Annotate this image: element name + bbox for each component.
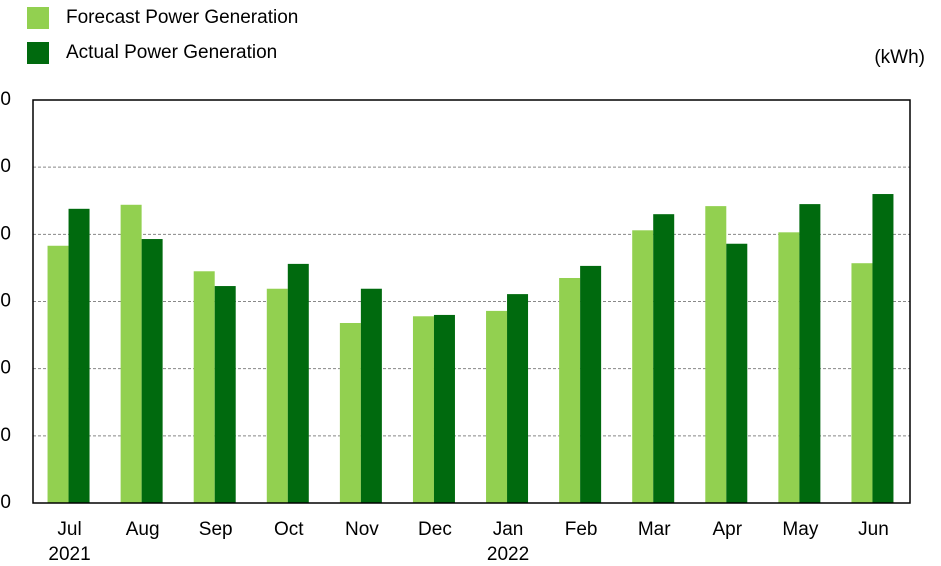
unit-label: (kWh) bbox=[874, 47, 925, 68]
bar bbox=[287, 263, 309, 503]
bar bbox=[799, 204, 821, 503]
bar bbox=[433, 314, 455, 503]
x-tick-label: Oct bbox=[274, 519, 304, 540]
legend-label: Actual Power Generation bbox=[66, 42, 277, 63]
x-tick-label: May bbox=[782, 519, 818, 540]
x-tick-label: Jun bbox=[858, 519, 889, 540]
bar bbox=[872, 194, 894, 504]
x-tick-label: Jan bbox=[493, 519, 524, 540]
bar bbox=[266, 288, 288, 503]
legend-swatch bbox=[27, 42, 49, 64]
x-tick-label: Feb bbox=[565, 519, 598, 540]
bar bbox=[214, 286, 236, 503]
x-tick-label: Apr bbox=[713, 519, 743, 540]
bar bbox=[412, 316, 434, 503]
y-tick-label: 100 bbox=[0, 425, 11, 446]
x-tick-label: Sep bbox=[199, 519, 233, 540]
y-tick-label: 500 bbox=[0, 156, 11, 177]
x-tick-label: Aug bbox=[126, 519, 160, 540]
y-tick-label: 400 bbox=[0, 223, 11, 244]
bar bbox=[68, 208, 90, 503]
y-tick-label: 200 bbox=[0, 358, 11, 379]
bar bbox=[632, 230, 654, 503]
plot-frame bbox=[32, 99, 911, 504]
y-tick-label: 600 bbox=[0, 89, 11, 110]
bar bbox=[653, 214, 675, 503]
y-tick-label: 0 bbox=[0, 492, 11, 513]
x-tick-label: Nov bbox=[345, 519, 379, 540]
bar bbox=[360, 288, 382, 503]
bar bbox=[486, 310, 508, 503]
bar bbox=[339, 322, 361, 503]
bar bbox=[851, 263, 873, 503]
bar bbox=[726, 243, 748, 503]
x-tick-label: Jul bbox=[57, 519, 81, 540]
legend-label: Forecast Power Generation bbox=[66, 7, 298, 28]
year-label: 2022 bbox=[487, 544, 529, 565]
bar bbox=[141, 239, 163, 503]
bar bbox=[559, 277, 581, 503]
bar bbox=[193, 271, 215, 503]
bar bbox=[47, 245, 69, 504]
x-tick-label: Dec bbox=[418, 519, 452, 540]
year-label: 2021 bbox=[48, 544, 90, 565]
bar bbox=[580, 265, 602, 503]
bar bbox=[705, 206, 727, 503]
y-tick-label: 300 bbox=[0, 291, 11, 312]
bar bbox=[778, 232, 800, 503]
bar bbox=[120, 204, 142, 503]
bar bbox=[507, 294, 529, 503]
legend-swatch bbox=[27, 7, 49, 29]
x-tick-label: Mar bbox=[638, 519, 671, 540]
